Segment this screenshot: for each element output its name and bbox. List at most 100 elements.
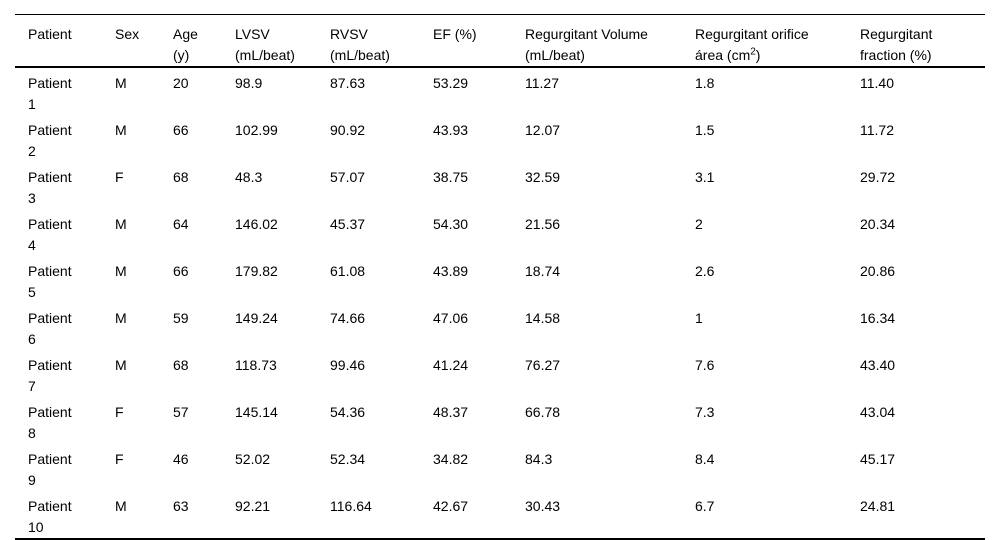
col-header-label-post: ) <box>755 47 761 63</box>
cell-regurgitant-orifice-area: 2.6 <box>695 263 715 279</box>
cell-regurgitant-volume: 11.27 <box>525 75 559 91</box>
col-header-age: Age (y) <box>173 14 235 68</box>
cell-ef: 54.30 <box>433 216 469 232</box>
cell-ef: 34.82 <box>433 451 469 467</box>
cell-regurgitant-volume: 12.07 <box>525 122 561 138</box>
cell-lvsv: 92.21 <box>235 498 271 514</box>
cell-regurgitant-fraction: 20.34 <box>860 216 896 232</box>
cell-regurgitant-orifice-area: 2 <box>695 216 703 232</box>
cell-lvsv: 179.82 <box>235 263 278 279</box>
col-header-label: Regurgitant orifice área (cm <box>695 26 809 63</box>
cell-rvsv: 61.08 <box>330 263 366 279</box>
cell-patient: Patient 8 <box>28 404 72 441</box>
cell-regurgitant-orifice-area: 1.8 <box>695 75 715 91</box>
cell-patient: Patient 10 <box>28 498 72 535</box>
cell-regurgitant-fraction: 45.17 <box>860 451 896 467</box>
cell-sex: M <box>115 122 127 138</box>
cell-ef: 43.89 <box>433 263 469 279</box>
cell-sex: M <box>115 357 127 373</box>
cell-rvsv: 57.07 <box>330 169 366 185</box>
cell-sex: F <box>115 169 124 185</box>
col-header-label: Patient <box>28 26 72 42</box>
table-row: Patient 8 F 57 145.14 54.36 48.37 66.78 7.3 43.0… <box>15 397 985 444</box>
cell-lvsv: 102.99 <box>235 122 278 138</box>
cell-age: 66 <box>173 263 189 279</box>
table-header: Patient Sex Age (y) LVSV (mL/beat) RVSV (mL/… <box>15 14 985 68</box>
cell-ef: 42.67 <box>433 498 469 514</box>
cell-regurgitant-orifice-area: 8.4 <box>695 451 715 467</box>
cell-regurgitant-fraction: 24.81 <box>860 498 896 514</box>
cell-age: 68 <box>173 357 189 373</box>
cell-sex: M <box>115 498 127 514</box>
cell-lvsv: 146.02 <box>235 216 278 232</box>
col-header-ef: EF (%) <box>433 14 525 68</box>
cell-lvsv: 145.14 <box>235 404 278 420</box>
col-header-lvsv: LVSV (mL/beat) <box>235 14 330 68</box>
table-row: Patient 3 F 68 48.3 57.07 38.75 32.59 3.1 29.72 <box>15 162 985 209</box>
cell-regurgitant-volume: 76.27 <box>525 357 561 373</box>
cell-lvsv: 149.24 <box>235 310 278 326</box>
cell-ef: 43.93 <box>433 122 469 138</box>
cell-age: 59 <box>173 310 189 326</box>
cell-regurgitant-fraction: 43.04 <box>860 404 896 420</box>
cell-ef: 47.06 <box>433 310 469 326</box>
col-header-label: EF (%) <box>433 26 477 42</box>
cell-patient: Patient 4 <box>28 216 72 253</box>
table-row: Patient 10 M 63 92.21 116.64 42.67 30.43 6.7 24.… <box>15 491 985 539</box>
cell-regurgitant-orifice-area: 7.6 <box>695 357 715 373</box>
cell-age: 57 <box>173 404 189 420</box>
superscript: 2 <box>750 46 756 58</box>
cell-age: 66 <box>173 122 189 138</box>
cell-lvsv: 118.73 <box>235 357 277 373</box>
cell-regurgitant-fraction: 11.72 <box>860 122 894 138</box>
col-header-label: RVSV (mL/beat) <box>330 26 390 63</box>
cell-regurgitant-orifice-area: 6.7 <box>695 498 715 514</box>
cell-sex: M <box>115 216 127 232</box>
cell-sex: M <box>115 263 127 279</box>
table-row: Patient 2 M 66 102.99 90.92 43.93 12.07 1.5 11.7… <box>15 115 985 162</box>
cell-rvsv: 116.64 <box>330 498 372 514</box>
cell-ef: 48.37 <box>433 404 469 420</box>
cell-patient: Patient 9 <box>28 451 72 488</box>
cell-age: 46 <box>173 451 189 467</box>
cell-rvsv: 45.37 <box>330 216 366 232</box>
cell-patient: Patient 3 <box>28 169 72 206</box>
cell-regurgitant-fraction: 29.72 <box>860 169 896 185</box>
cell-regurgitant-volume: 84.3 <box>525 451 553 467</box>
table-header-row: Patient Sex Age (y) LVSV (mL/beat) RVSV (mL/… <box>15 14 985 68</box>
cell-rvsv: 74.66 <box>330 310 366 326</box>
cell-ef: 53.29 <box>433 75 469 91</box>
col-header-regurgitant-orifice-area: Regurgitant orifice área (cm2) <box>695 14 860 68</box>
cell-rvsv: 54.36 <box>330 404 366 420</box>
cell-regurgitant-fraction: 43.40 <box>860 357 896 373</box>
cell-lvsv: 98.9 <box>235 75 263 91</box>
col-header-label: Regurgitant fraction (%) <box>860 26 933 63</box>
cell-age: 64 <box>173 216 189 232</box>
cell-rvsv: 87.63 <box>330 75 366 91</box>
cell-regurgitant-orifice-area: 7.3 <box>695 404 715 420</box>
cell-rvsv: 99.46 <box>330 357 366 373</box>
table-row: Patient 7 M 68 118.73 99.46 41.24 76.27 7.6 43.4… <box>15 350 985 397</box>
cell-regurgitant-fraction: 20.86 <box>860 263 896 279</box>
table-row: Patient 6 M 59 149.24 74.66 47.06 14.58 1 16.34 <box>15 303 985 350</box>
cell-regurgitant-fraction: 11.40 <box>860 75 894 91</box>
cell-rvsv: 90.92 <box>330 122 366 138</box>
cell-sex: F <box>115 404 124 420</box>
cell-regurgitant-volume: 66.78 <box>525 404 561 420</box>
col-header-sex: Sex <box>115 14 173 68</box>
cell-age: 20 <box>173 75 189 91</box>
cell-patient: Patient 2 <box>28 122 72 159</box>
table-body: Patient 1 M 20 98.9 87.63 53.29 11.27 1.8 11.40 P… <box>15 67 985 539</box>
cell-age: 68 <box>173 169 189 185</box>
cell-regurgitant-orifice-area: 1.5 <box>695 122 715 138</box>
patient-data-table: Patient Sex Age (y) LVSV (mL/beat) RVSV (mL/… <box>15 14 985 540</box>
col-header-label: Age (y) <box>173 26 198 63</box>
table-row: Patient 5 M 66 179.82 61.08 43.89 18.74 2.6 20.8… <box>15 256 985 303</box>
cell-age: 63 <box>173 498 189 514</box>
cell-regurgitant-volume: 14.58 <box>525 310 561 326</box>
table-row: Patient 1 M 20 98.9 87.63 53.29 11.27 1.8 11.40 <box>15 67 985 115</box>
cell-regurgitant-orifice-area: 1 <box>695 310 703 326</box>
cell-sex: M <box>115 310 127 326</box>
cell-regurgitant-volume: 30.43 <box>525 498 561 514</box>
col-header-patient: Patient <box>15 14 115 68</box>
